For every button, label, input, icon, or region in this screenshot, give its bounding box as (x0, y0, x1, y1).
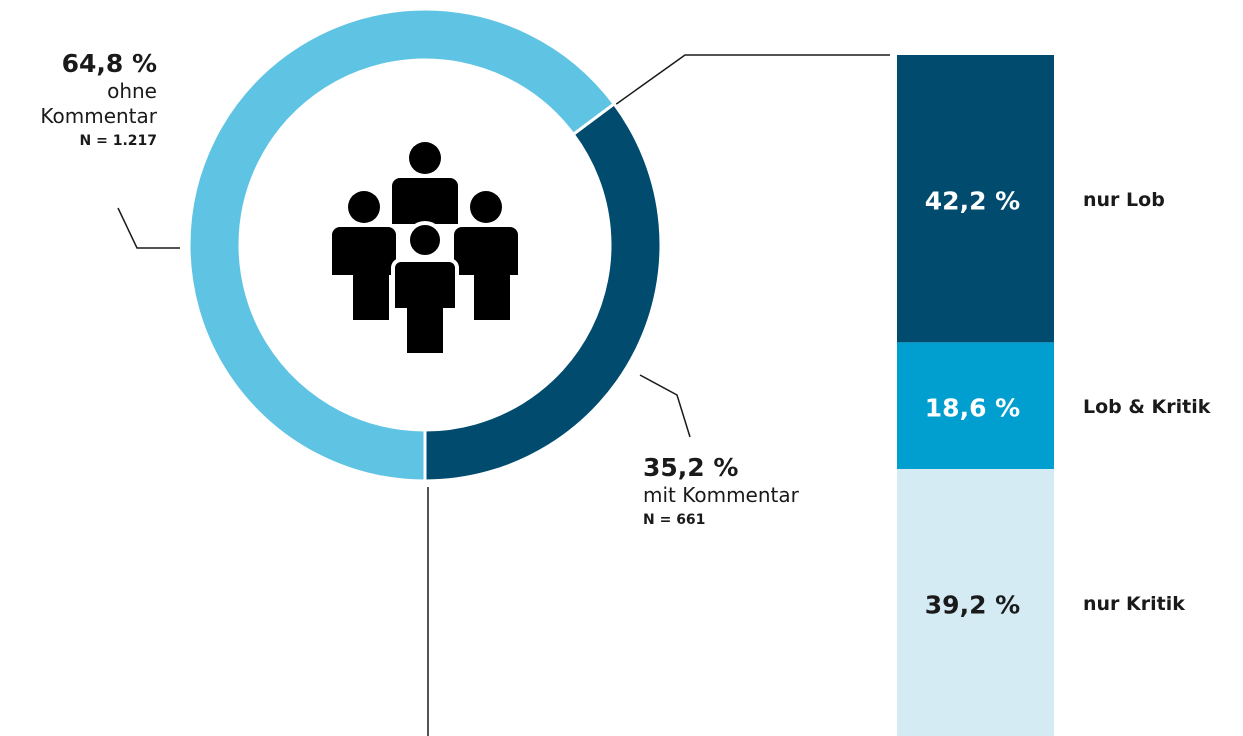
people-icon (332, 142, 518, 357)
leader-line (117, 207, 180, 249)
category-label: nur Kritik (1083, 593, 1185, 615)
bar-segment (897, 55, 1054, 343)
value-label: 42,2 % (925, 187, 1020, 216)
category-label: Lob & Kritik (1083, 396, 1211, 418)
leader-lines (117, 54, 890, 736)
segment-label: 64,8 % ohne Kommentar N = 1.217 (0, 48, 157, 151)
donut-segment (423, 101, 663, 483)
category-label: ohne Kommentar (40, 79, 157, 129)
bar-segment (897, 469, 1054, 736)
value-label: 35,2 % (643, 453, 739, 482)
n-label: N = 1.217 (79, 133, 157, 150)
category-label: mit Kommentar (643, 483, 799, 508)
category-label: nur Lob (1083, 189, 1165, 211)
leader-line (614, 54, 890, 106)
value-label: 18,6 % (925, 394, 1020, 423)
value-label: 39,2 % (925, 591, 1020, 620)
donut-segment (187, 7, 617, 483)
bar-segment (897, 342, 1054, 470)
n-label: N = 661 (643, 512, 706, 529)
segment-label: 35,2 % mit Kommentar N = 661 (643, 452, 883, 530)
value-label: 64,8 % (61, 49, 157, 78)
leader-line (639, 374, 691, 438)
